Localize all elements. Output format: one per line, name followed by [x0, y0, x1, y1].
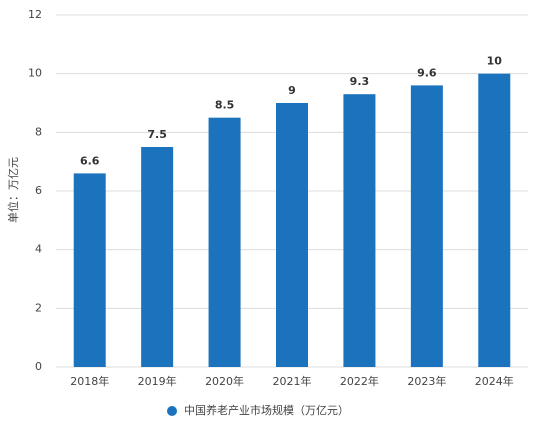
value-label: 6.6	[80, 154, 100, 167]
y-tick-label: 6	[35, 184, 42, 197]
x-tick-label: 2022年	[340, 374, 379, 388]
x-tick-label: 2019年	[138, 374, 177, 388]
value-label: 9	[288, 84, 296, 97]
legend-label: 中国养老产业市场规模（万亿元）	[184, 403, 349, 417]
y-tick-label: 12	[28, 8, 42, 21]
legend-marker	[167, 406, 177, 416]
x-tick-label: 2024年	[475, 374, 514, 388]
bar	[141, 147, 174, 367]
value-label: 8.5	[215, 99, 235, 112]
y-tick-label: 0	[35, 360, 42, 373]
bar	[208, 117, 241, 368]
y-tick-label: 2	[35, 301, 42, 314]
x-tick-label: 2018年	[70, 374, 109, 388]
bar	[478, 73, 511, 368]
value-label: 10	[487, 55, 503, 68]
y-axis-label: 单位：万亿元	[6, 157, 20, 223]
value-label: 7.5	[147, 128, 167, 141]
x-tick-label: 2023年	[407, 374, 446, 388]
bar	[343, 94, 376, 367]
y-tick-label: 4	[35, 243, 42, 256]
y-tick-label: 10	[28, 67, 42, 80]
bar	[276, 103, 308, 367]
x-tick-label: 2021年	[273, 374, 312, 388]
bar	[73, 173, 106, 367]
y-tick-label: 8	[35, 125, 42, 138]
x-tick-label: 2020年	[205, 374, 244, 388]
bar	[410, 85, 443, 368]
value-label: 9.6	[417, 66, 437, 79]
value-label: 9.3	[350, 75, 370, 88]
